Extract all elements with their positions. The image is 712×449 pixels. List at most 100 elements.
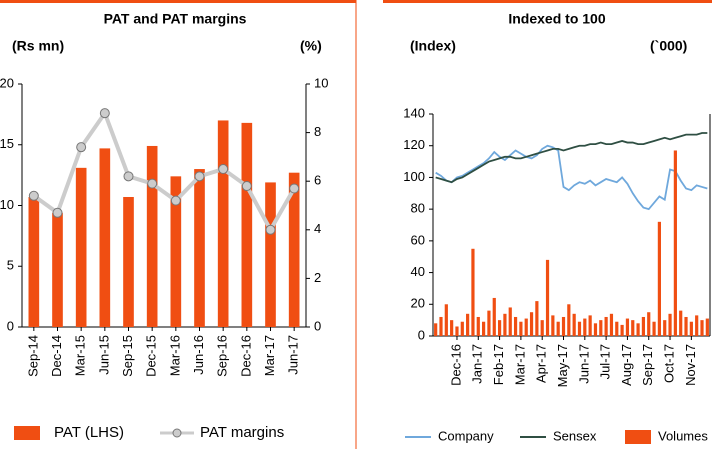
bar (625, 318, 630, 336)
bar (471, 248, 475, 336)
chart-title: PAT and PAT margins (104, 11, 247, 27)
bar (194, 169, 205, 327)
x-tick-label: Jun-16 (191, 335, 206, 375)
x-tick-label: Aug-17 (619, 344, 634, 386)
x-tick-label: Jun-17 (576, 344, 591, 384)
bar (540, 320, 544, 336)
bar (476, 316, 480, 336)
bar (466, 313, 470, 336)
bar (508, 307, 512, 336)
bar (561, 316, 566, 336)
x-tick-label: Sep-16 (215, 335, 230, 377)
y2-tick-label: 8 (314, 124, 321, 139)
bar (492, 297, 496, 336)
chart-title: Indexed to 100 (508, 11, 605, 27)
y2-tick-label: 0 (314, 318, 321, 333)
x-tick-label: Oct-17 (661, 344, 676, 383)
marker (265, 224, 276, 235)
y2-tick-label: 4 (314, 221, 321, 236)
x-tick-label: Mar-17 (262, 335, 277, 376)
x-tick-label: Dec-15 (144, 335, 159, 377)
x-tick-label: Feb-17 (491, 344, 506, 385)
y-tick-label: 140 (403, 105, 425, 120)
bar (487, 310, 491, 336)
bar (577, 321, 582, 336)
bar (497, 320, 502, 336)
x-tick-label: May-17 (555, 344, 570, 387)
x-tick-label: Dec-14 (49, 335, 64, 377)
bar (524, 318, 528, 336)
bar (75, 167, 87, 327)
marker (123, 171, 134, 182)
marker (218, 164, 229, 175)
y2-tick-label: 6 (314, 173, 321, 188)
y-tick-label: 0 (418, 327, 425, 342)
legend-label: Company (438, 428, 494, 443)
y2-axis-label: (`000) (650, 38, 687, 54)
y-axis-label: (Index) (410, 38, 456, 54)
bar (695, 315, 699, 336)
y-tick-label: 100 (403, 169, 425, 184)
marker (194, 171, 205, 182)
bar (679, 310, 683, 336)
legend-label: PAT margins (200, 424, 284, 441)
bar (450, 320, 454, 336)
y-axis-label: (Rs mn) (12, 38, 64, 54)
legend-swatch (625, 430, 651, 444)
marker (99, 108, 110, 119)
bar (455, 326, 459, 336)
x-tick-label: Dec-16 (238, 335, 253, 377)
y2-axis-label: (%) (300, 38, 322, 54)
bar (503, 313, 507, 336)
bar (439, 316, 443, 336)
bar (572, 313, 576, 336)
bar (567, 304, 571, 336)
x-tick-label: Sep-15 (120, 335, 135, 377)
bar (265, 182, 276, 327)
marker (147, 178, 158, 189)
bar (588, 315, 592, 336)
bar (52, 212, 63, 327)
x-tick-label: Jun-17 (286, 335, 301, 375)
bar (673, 150, 677, 336)
bar (519, 321, 523, 336)
y-tick-label: 10 (0, 197, 14, 212)
x-tick-label: Dec-16 (448, 344, 463, 386)
bar (663, 320, 667, 336)
bar (647, 312, 651, 336)
bar (434, 323, 438, 336)
marker (52, 207, 63, 218)
x-tick-label: Jan-17 (470, 344, 485, 384)
bar (583, 318, 587, 336)
y-tick-label: 5 (7, 258, 14, 273)
x-tick-label: Mar-17 (512, 344, 527, 385)
bar (631, 320, 635, 336)
bar (146, 145, 158, 327)
bar (668, 313, 672, 336)
bar (700, 320, 704, 336)
y-tick-label: 80 (411, 201, 425, 216)
bar (551, 315, 555, 336)
bar (556, 321, 560, 336)
x-tick-label: Jun-15 (96, 335, 111, 375)
y-tick-label: 15 (0, 136, 14, 151)
legend-label: PAT (LHS) (54, 424, 124, 441)
bar (460, 321, 464, 336)
bar (217, 120, 229, 327)
bar (241, 122, 253, 327)
bar (609, 313, 614, 336)
bar (482, 321, 486, 336)
bar (28, 196, 40, 327)
bar (593, 323, 598, 336)
x-tick-label: Sep-14 (25, 335, 40, 377)
x-tick-label: Sep-17 (640, 344, 655, 386)
bar (288, 172, 300, 327)
x-tick-label: Mar-15 (73, 335, 88, 376)
legend-swatch (14, 426, 40, 440)
line (32, 108, 296, 234)
legend-label: Sensex (553, 428, 597, 443)
bar (705, 318, 709, 336)
marker (76, 142, 87, 153)
marker (28, 190, 39, 201)
x-tick-label: Apr-17 (534, 344, 549, 383)
